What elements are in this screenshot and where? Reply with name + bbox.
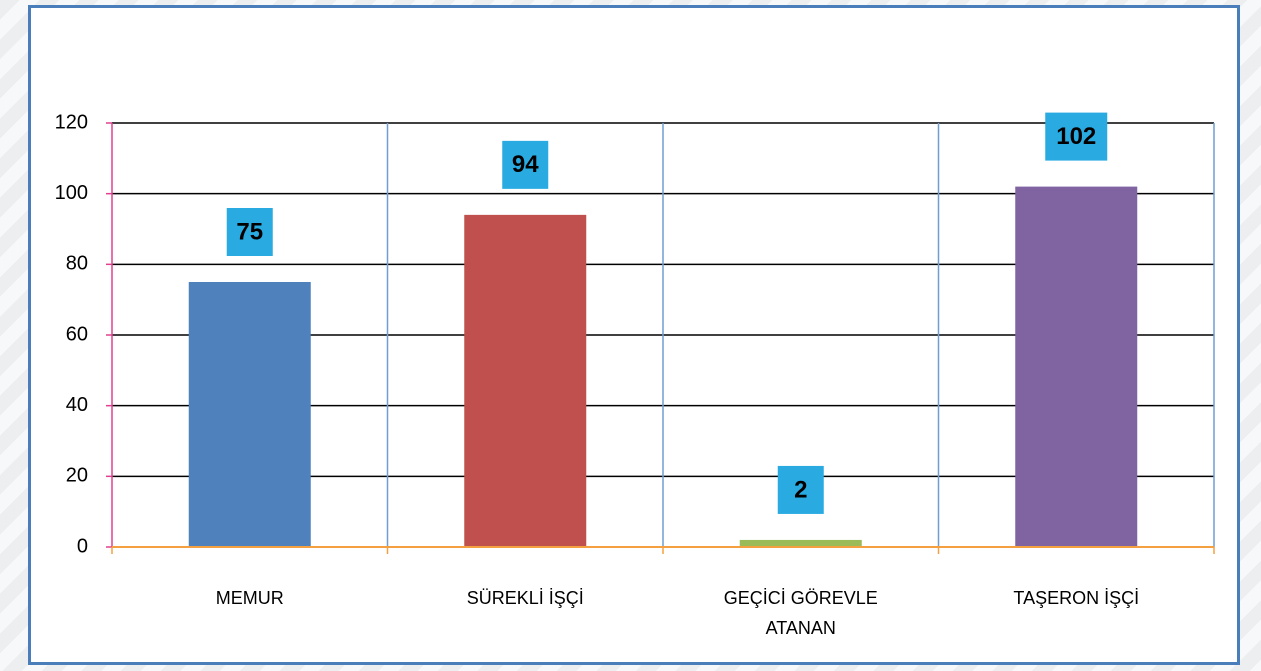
data-label-box (1045, 112, 1108, 161)
bar (1015, 186, 1138, 547)
x-tick-label: SÜREKLİ İŞÇİ (466, 588, 584, 608)
x-tick-label: GEÇİCİ GÖREVLE ATANAN (723, 588, 878, 638)
y-tick-label: 100 (55, 182, 88, 204)
y-tick-label: 20 (66, 465, 88, 487)
y-tick-label: 60 (66, 323, 88, 345)
data-label: 102 (1056, 123, 1096, 150)
data-label: 75 (236, 218, 263, 245)
data-label: 2 (794, 476, 807, 503)
y-tick-label: 80 (66, 253, 88, 275)
y-tick-label: 40 (66, 394, 88, 416)
bar (464, 214, 587, 547)
data-label: 94 (512, 151, 539, 178)
data-label-box (502, 140, 549, 189)
x-tick-label: MEMUR (215, 588, 284, 608)
data-label-box (777, 465, 824, 514)
bar (739, 539, 862, 547)
x-tick-label: TAŞERON İŞÇİ (1013, 588, 1140, 608)
y-tick-label: 120 (55, 111, 88, 133)
y-tick-label: 0 (77, 535, 88, 557)
bar (188, 282, 311, 547)
data-label-box (226, 208, 273, 256)
